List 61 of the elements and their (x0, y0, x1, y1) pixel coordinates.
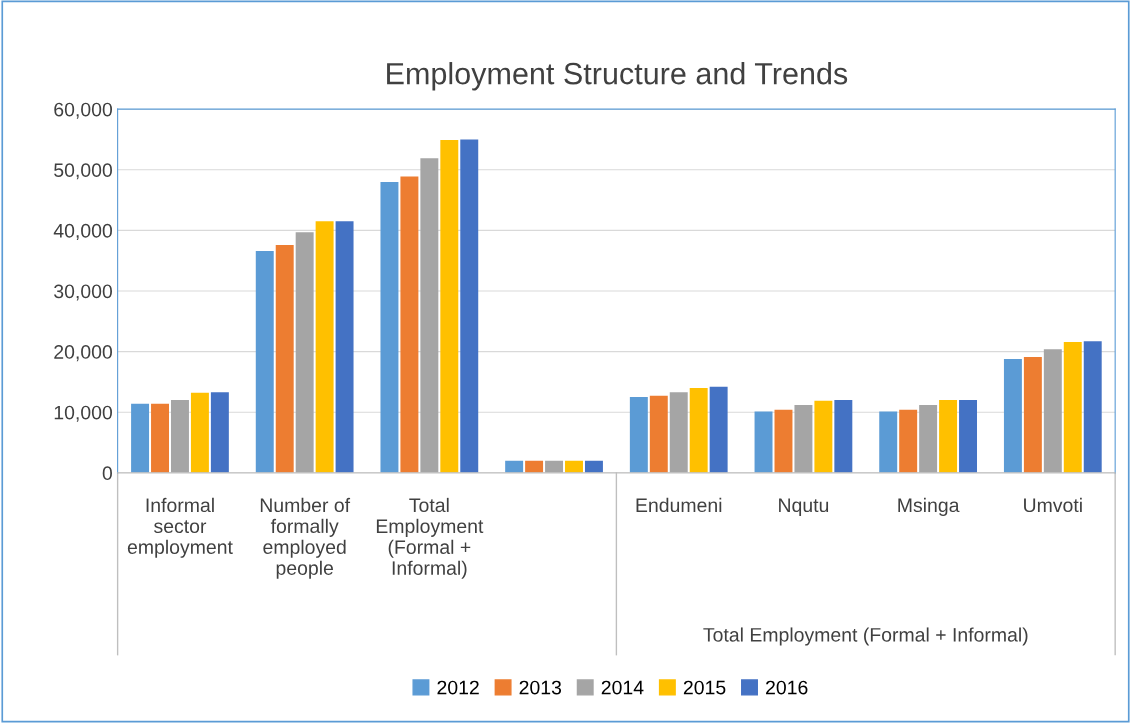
x-tick-label: Number of formally employed people (260, 497, 351, 579)
x-tick-label: Total Employment (Formal + Informal) (376, 497, 484, 579)
bar (335, 221, 354, 473)
legend-label: 2016 (766, 680, 808, 695)
bar (1003, 358, 1022, 473)
x-tick-label: Umvoti (1024, 497, 1082, 513)
x-tick-label: Informal sector employment (127, 497, 233, 558)
bar (689, 387, 708, 473)
bar (315, 221, 334, 473)
legend-label: 2015 (683, 680, 726, 695)
bar (754, 411, 773, 473)
bar (899, 409, 918, 473)
bar (584, 460, 603, 473)
x-tick-label: Nqutu (779, 498, 829, 516)
bar (190, 392, 209, 473)
bar (400, 176, 419, 473)
y-tick-label: 50,000 (54, 163, 113, 180)
bar (814, 400, 833, 473)
bar (879, 411, 898, 473)
bar (959, 400, 978, 473)
bar (919, 404, 938, 473)
y-tick-label: 10,000 (54, 405, 113, 422)
bar (794, 404, 813, 473)
bar (170, 400, 189, 473)
bar (420, 158, 439, 473)
bar (525, 460, 544, 473)
y-tick-label: 0 (102, 466, 112, 481)
bar (210, 392, 229, 473)
y-tick-label: 60,000 (54, 102, 113, 119)
bar (649, 395, 668, 473)
bar (565, 460, 583, 473)
bar (131, 403, 150, 473)
x-tick-label: Endumeni (636, 497, 722, 513)
bar (545, 460, 564, 473)
bar (1043, 349, 1062, 473)
bar (295, 232, 314, 473)
bar (629, 397, 648, 473)
bar (380, 181, 399, 473)
bar (834, 400, 853, 473)
bar (255, 251, 274, 473)
bar (939, 400, 958, 473)
legend-label: 2014 (601, 680, 644, 695)
chart-title: Employment Structure and Trends (387, 62, 848, 91)
y-tick-label: 30,000 (54, 284, 113, 301)
bar (275, 244, 294, 473)
bar (1023, 357, 1042, 473)
legend-label: 2013 (519, 680, 562, 695)
y-tick-label: 20,000 (54, 345, 113, 362)
bar (505, 460, 524, 473)
bar (709, 386, 728, 473)
bar (1083, 341, 1102, 473)
bar (440, 140, 459, 473)
legend-label: 2012 (437, 680, 479, 695)
bar (151, 403, 169, 473)
bar (669, 392, 688, 473)
x-tick-label: Msinga (898, 497, 960, 516)
bar (774, 409, 793, 473)
bar (1063, 341, 1082, 473)
y-tick-label: 40,000 (53, 223, 113, 240)
bar (460, 139, 479, 473)
text: Total Employment (Formal + Informal) (703, 627, 1028, 646)
